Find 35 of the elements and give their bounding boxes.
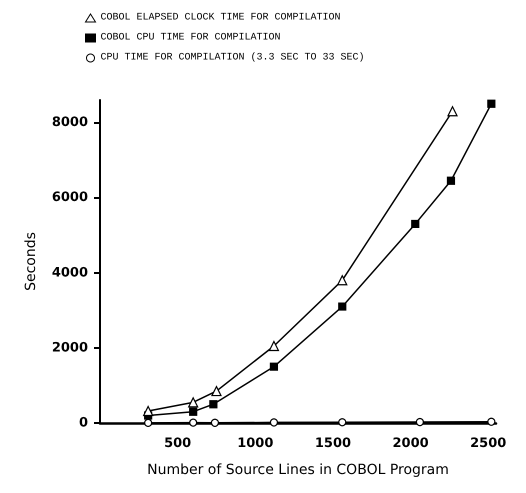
point (338, 418, 346, 426)
point (411, 220, 420, 228)
point (188, 397, 198, 408)
x-tick-label: 1000 (237, 436, 274, 451)
legend-label: COBOL CPU TIME FOR COMPILATION (100, 32, 281, 44)
legend-label: COBOL ELAPSED CLOCK TIME FOR COMPILATION (100, 12, 341, 24)
y-axis-title: Seconds (23, 232, 39, 291)
x-tick-label: 500 (164, 436, 192, 451)
point (487, 418, 496, 426)
x-tick-label: 2500 (470, 436, 506, 451)
point (270, 418, 278, 427)
point (210, 418, 220, 427)
point (143, 406, 154, 416)
point (416, 418, 424, 426)
x-axis-title: Number of Source Lines in COBOL Program (147, 462, 449, 478)
point (189, 418, 198, 427)
point (338, 302, 346, 311)
y-tick-label: 6000 (52, 190, 88, 206)
y-tick-label: 8000 (52, 115, 88, 130)
y-tick-label: 0 (78, 416, 88, 430)
point (189, 408, 198, 416)
y-tick-label: 2000 (52, 340, 88, 356)
point (270, 362, 278, 371)
point (487, 100, 496, 108)
point (268, 340, 280, 352)
legend-label: CPU TIME FOR COMPILATION (3.3 SEC TO 33 SEC) (100, 52, 365, 64)
point (209, 400, 218, 408)
point (144, 418, 152, 427)
point (447, 106, 458, 116)
point (211, 386, 222, 396)
x-tick-label: 1500 (314, 436, 352, 451)
x-tick-label: 2000 (392, 436, 429, 451)
y-tick-label: 4000 (52, 265, 88, 280)
point (446, 176, 456, 185)
point (337, 275, 348, 286)
